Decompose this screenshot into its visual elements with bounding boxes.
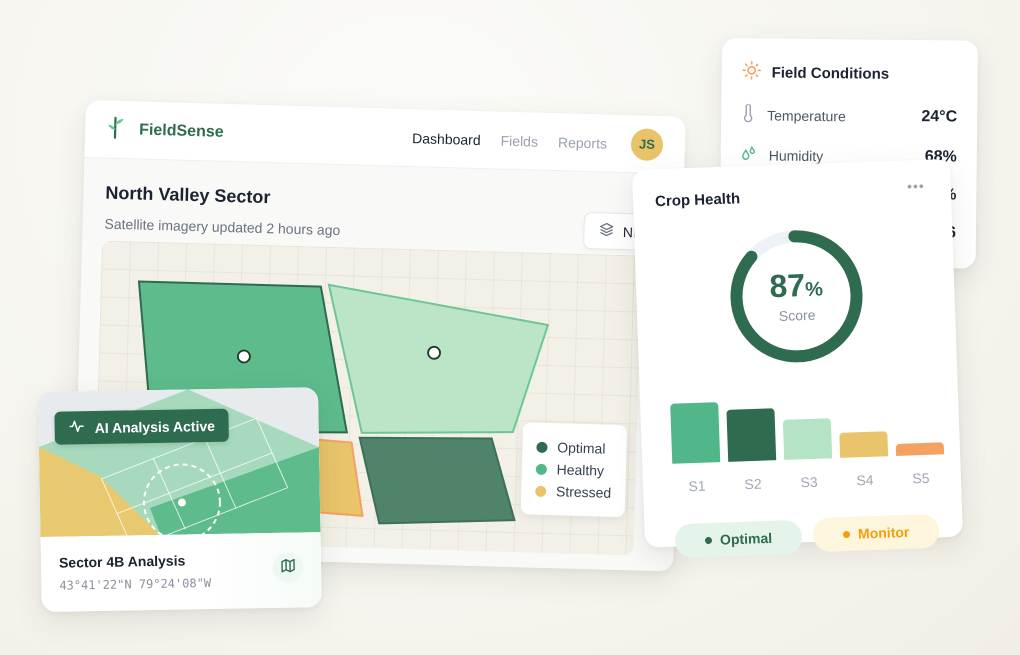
sector-title: Sector 4B Analysis bbox=[58, 552, 186, 571]
nav-reports[interactable]: Reports bbox=[557, 133, 608, 152]
bar-labels: S1 S2 S3 S4 S5 bbox=[673, 469, 945, 494]
ndvi-layer-button[interactable]: NDVI Inde bbox=[583, 211, 686, 253]
field-conditions-title: Field Conditions bbox=[771, 64, 890, 83]
condition-value: 24°C bbox=[921, 107, 958, 125]
crop-health-card: Crop Health ••• 87% Score S1 S2 S3 S4 S5 bbox=[632, 158, 963, 548]
logo[interactable]: FieldSense bbox=[107, 115, 224, 147]
field-marker[interactable] bbox=[236, 349, 251, 364]
sector-analysis-card[interactable]: AI Analysis Active Sector 4B Analysis 43… bbox=[38, 387, 322, 612]
legend-healthy: Healthy bbox=[535, 461, 612, 479]
field-conditions-header: Field Conditions bbox=[742, 60, 958, 86]
bar-s1[interactable] bbox=[670, 402, 721, 464]
condition-humidity: Humidity 68% bbox=[741, 145, 957, 166]
legend-dot bbox=[536, 441, 548, 453]
status-dot bbox=[842, 530, 851, 538]
app-name: FieldSense bbox=[138, 121, 224, 141]
field-conditions-card: Field Conditions Temperature 24°C Humidi… bbox=[719, 38, 978, 269]
legend-optimal: Optimal bbox=[536, 439, 613, 457]
score-unit: % bbox=[804, 278, 824, 302]
legend-label: Optimal bbox=[557, 439, 606, 457]
page-title: North Valley Sector bbox=[105, 182, 271, 208]
condition-label: Humidity bbox=[768, 146, 824, 164]
thermometer-icon bbox=[741, 103, 755, 125]
legend-label: Stressed bbox=[555, 483, 612, 501]
more-options-icon[interactable]: ••• bbox=[906, 177, 926, 195]
condition-label: Temperature bbox=[767, 106, 846, 124]
field-light[interactable] bbox=[325, 283, 550, 438]
score-gauge: 87% Score bbox=[724, 224, 869, 369]
gauge-progress bbox=[730, 230, 863, 363]
crop-health-title: Crop Health bbox=[654, 190, 741, 211]
status-pill-optimal[interactable]: Optimal bbox=[674, 519, 803, 559]
bar-s4[interactable] bbox=[839, 431, 889, 458]
sun-icon bbox=[742, 60, 762, 84]
bar-s2[interactable] bbox=[726, 408, 777, 462]
layers-icon bbox=[599, 221, 616, 240]
status-pill-monitor[interactable]: Monitor bbox=[812, 513, 940, 553]
legend-dot bbox=[535, 463, 547, 475]
condition-temperature: Temperature 24°C bbox=[741, 103, 958, 127]
sprout-icon bbox=[107, 115, 126, 144]
bar-s5[interactable] bbox=[895, 442, 945, 456]
bar-label: S3 bbox=[800, 473, 818, 491]
sector-marker bbox=[177, 498, 186, 507]
sector-footer: Sector 4B Analysis 43°41'22"N 79°24'08"W bbox=[40, 532, 322, 612]
field-optimal[interactable] bbox=[357, 435, 516, 527]
status-pill-label: Optimal bbox=[719, 529, 773, 548]
top-nav: Dashboard Fields Reports JS bbox=[412, 122, 664, 161]
field-marker[interactable] bbox=[427, 345, 441, 360]
dashboard-body: North Valley Sector Satellite imagery up… bbox=[82, 158, 686, 272]
legend-stressed: Stressed bbox=[534, 483, 612, 501]
legend-dot bbox=[534, 485, 547, 497]
score-label: Score bbox=[778, 306, 816, 324]
status-pill-label: Monitor bbox=[857, 523, 910, 542]
sector-preview-image: AI Analysis Active bbox=[38, 387, 321, 550]
scan-radius bbox=[142, 463, 221, 542]
bar-s3[interactable] bbox=[782, 418, 833, 460]
score-number: 87 bbox=[768, 267, 806, 305]
user-avatar[interactable]: JS bbox=[630, 127, 664, 161]
map-legend: Optimal Healthy Stressed bbox=[520, 422, 628, 518]
legend-label: Healthy bbox=[556, 461, 605, 479]
nav-dashboard[interactable]: Dashboard bbox=[411, 129, 481, 148]
bar-label: S5 bbox=[912, 469, 930, 487]
score-value: 87% bbox=[768, 267, 824, 305]
sector-coordinates: 43°41'22"N 79°24'08"W bbox=[59, 576, 212, 593]
ai-analysis-badge: AI Analysis Active bbox=[54, 408, 230, 445]
ai-badge-label: AI Analysis Active bbox=[94, 417, 216, 436]
sector-bar-chart bbox=[670, 394, 945, 464]
droplets-icon bbox=[741, 145, 757, 164]
bar-label: S1 bbox=[688, 477, 706, 495]
map-icon bbox=[281, 558, 295, 577]
bar-label: S2 bbox=[744, 475, 762, 493]
open-map-button[interactable] bbox=[272, 552, 304, 583]
dashboard-header: FieldSense Dashboard Fields Reports JS bbox=[84, 100, 686, 175]
bar-label: S4 bbox=[856, 471, 874, 489]
status-dot bbox=[704, 536, 713, 544]
activity-icon bbox=[68, 419, 84, 436]
nav-fields[interactable]: Fields bbox=[500, 132, 539, 150]
